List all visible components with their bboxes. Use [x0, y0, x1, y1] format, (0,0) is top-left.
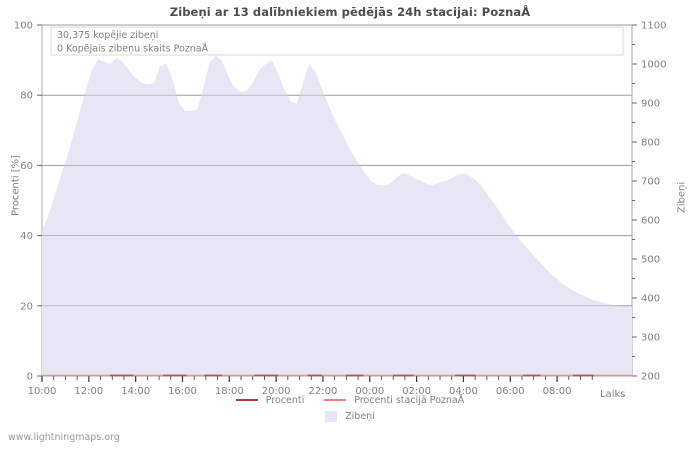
y-tick-label-left: 60	[20, 161, 33, 172]
y-tick-label-left: 20	[20, 301, 33, 312]
legend-row-secondary: Zibeņi	[0, 408, 700, 424]
legend-label-zibeni: Zibeņi	[345, 410, 375, 422]
y-axis-label-left: Procenti [%]	[10, 154, 22, 217]
legend-swatch-icon-zibeni	[325, 410, 338, 422]
x-tick-label: 12:00	[74, 386, 103, 397]
x-tick-label: 08:00	[543, 386, 572, 397]
y-axis-label-right: Zibeņi	[676, 181, 688, 214]
legend-label-procenti-stacija: Procenti stacijā PoznaÅ	[354, 394, 465, 406]
annotation-line: 0 Kopējais zibeņu skaits PoznaÅ	[57, 43, 209, 55]
area-series-zibeni	[42, 55, 632, 377]
x-tick-label: 18:00	[215, 386, 244, 397]
x-tick-label: 22:00	[309, 386, 338, 397]
legend-item-procenti-stacija[interactable]: Procenti stacijā PoznaÅ	[324, 395, 464, 406]
y-tick-label-right: 600	[641, 216, 660, 227]
y-tick-label-right: 300	[641, 333, 660, 344]
y-tick-label-right: 400	[641, 294, 660, 305]
footer-url: www.lightningmaps.org	[8, 432, 120, 443]
y-tick-label-left: 100	[14, 21, 33, 32]
y-tick-label-left: 80	[20, 91, 33, 102]
legend-line-icon-procenti-stacija	[324, 399, 347, 401]
x-tick-label: 16:00	[168, 386, 197, 397]
page-title: Zibeņi ar 13 dalībniekiem pēdējās 24h st…	[169, 5, 531, 19]
x-tick-label: 20:00	[262, 386, 291, 397]
x-tick-label: 00:00	[355, 386, 384, 397]
legend-row-primary: Procenti Procenti stacijā PoznaÅ	[0, 392, 700, 408]
y-tick-label-right: 200	[641, 372, 660, 383]
x-tick-label: 14:00	[121, 386, 150, 397]
y-tick-label-right: 800	[641, 138, 660, 149]
y-tick-label-right: 1100	[641, 21, 666, 32]
y-tick-label-right: 900	[641, 99, 660, 110]
x-tick-label: 02:00	[402, 386, 431, 397]
legend-item-procenti[interactable]: Procenti	[235, 394, 305, 406]
y-tick-label-left: 40	[20, 231, 33, 242]
x-tick-label: 10:00	[28, 386, 57, 397]
chart-legend: Procenti Procenti stacijā PoznaÅ Zibeņi	[0, 392, 700, 424]
annotation-line: 30,375 kopējie zibeņi	[57, 30, 158, 41]
legend-label-procenti: Procenti	[265, 394, 305, 406]
y-tick-label-right: 500	[641, 255, 660, 266]
y-tick-label-left: 0	[27, 372, 33, 383]
y-tick-label-right: 1000	[641, 60, 666, 71]
legend-line-icon-procenti	[235, 399, 258, 401]
x-axis-label: Laiks	[600, 389, 626, 400]
legend-item-zibeni[interactable]: Zibeņi	[325, 410, 375, 422]
x-tick-label: 04:00	[449, 386, 478, 397]
x-tick-label: 06:00	[496, 386, 525, 397]
annotation-box	[50, 26, 624, 56]
y-tick-label-right: 700	[641, 177, 660, 188]
